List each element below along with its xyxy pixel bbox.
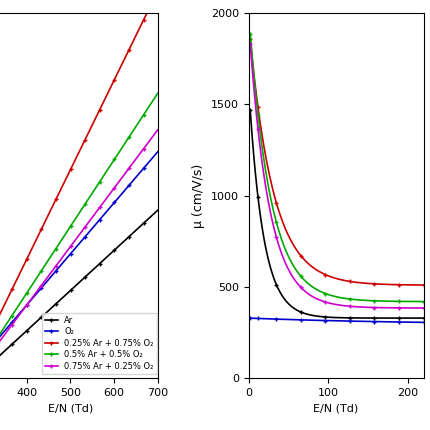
X-axis label: E/N (Td): E/N (Td) [48,404,93,414]
Legend: Ar, O₂, 0.25% Ar + 0.75% O₂, 0.5% Ar + 0.5% O₂, 0.75% Ar + 0.25% O₂: Ar, O₂, 0.25% Ar + 0.75% O₂, 0.5% Ar + 0… [42,313,157,374]
Y-axis label: μ (cm/V/s): μ (cm/V/s) [192,163,205,228]
X-axis label: E/N (Td): E/N (Td) [313,404,359,414]
